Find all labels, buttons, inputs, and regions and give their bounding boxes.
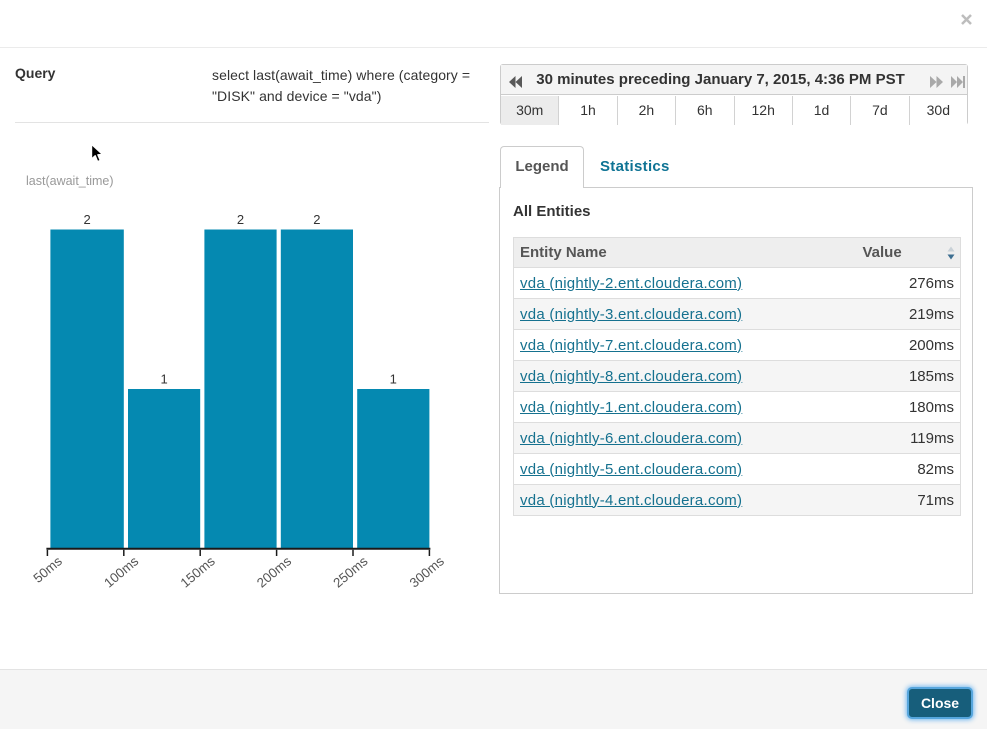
svg-text:1: 1 bbox=[160, 372, 167, 387]
svg-text:2: 2 bbox=[237, 212, 244, 227]
svg-text:150ms: 150ms bbox=[178, 553, 218, 590]
svg-text:2: 2 bbox=[313, 212, 320, 227]
svg-text:50ms: 50ms bbox=[30, 553, 65, 586]
svg-text:200ms: 200ms bbox=[254, 553, 294, 590]
svg-text:2: 2 bbox=[83, 212, 90, 227]
svg-text:300ms: 300ms bbox=[407, 553, 447, 590]
svg-text:250ms: 250ms bbox=[330, 553, 370, 590]
svg-text:1: 1 bbox=[390, 372, 397, 387]
svg-text:100ms: 100ms bbox=[101, 553, 141, 590]
